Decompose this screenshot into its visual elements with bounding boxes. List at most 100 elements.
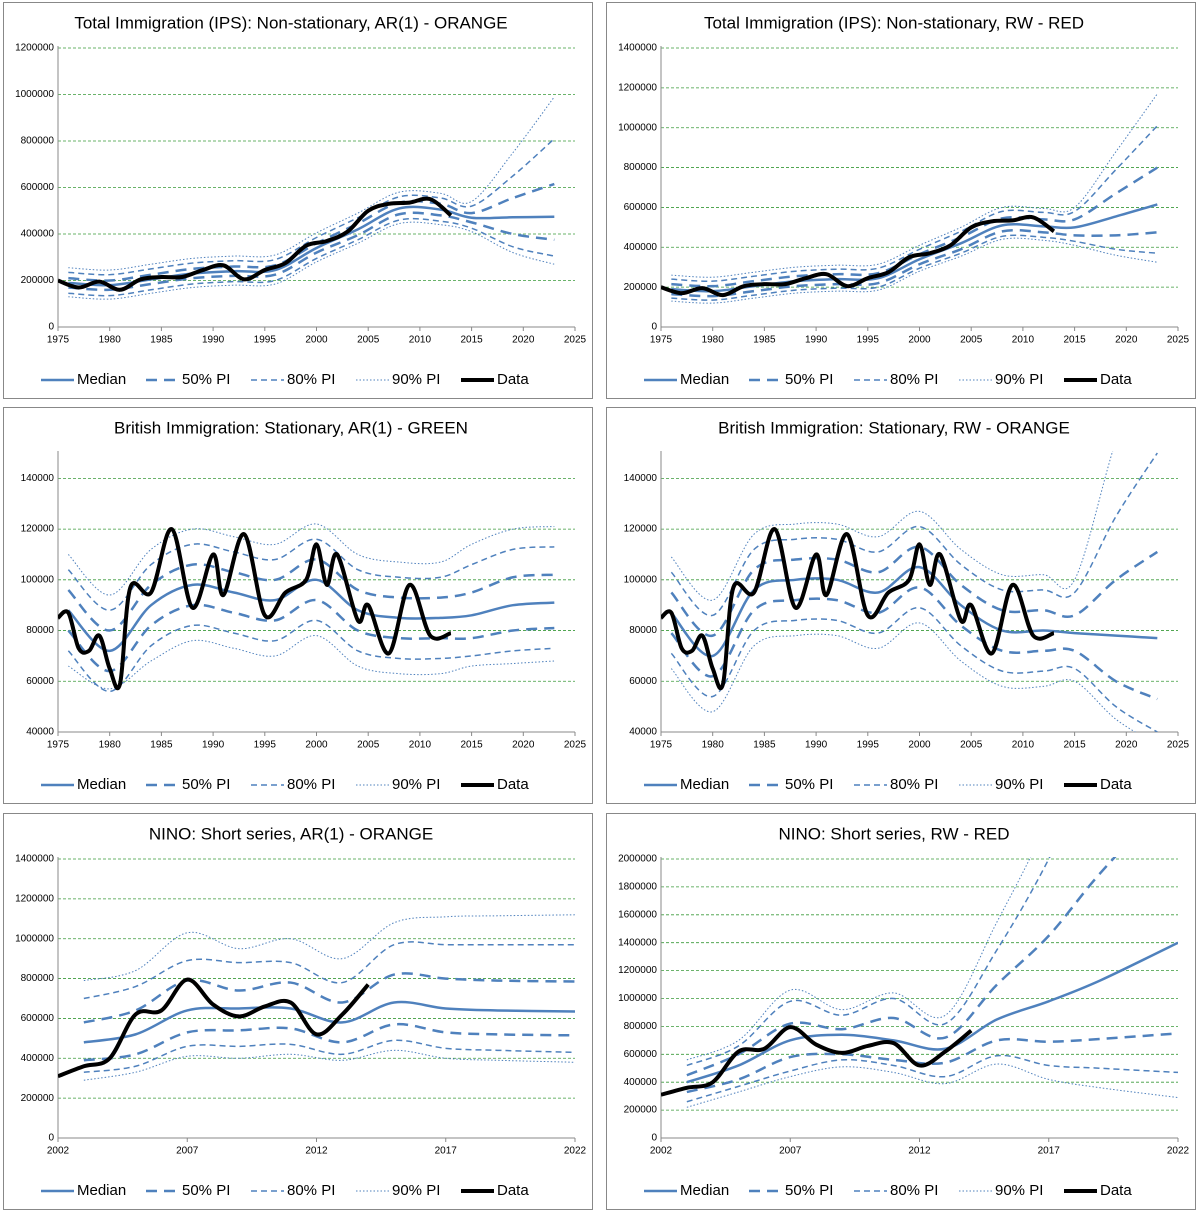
series-line <box>670 622 1137 732</box>
x-tick-label: 2020 <box>512 740 535 751</box>
y-tick-label: 100000 <box>624 574 658 585</box>
series-line <box>686 1032 1178 1094</box>
x-tick-label: 1985 <box>150 335 173 346</box>
legend-label: 90% PI <box>995 1182 1043 1199</box>
series-line <box>83 1022 575 1062</box>
legend-label: 50% PI <box>182 776 230 793</box>
x-tick-label: 2022 <box>564 1146 587 1157</box>
x-tick-label: 2020 <box>1115 740 1138 751</box>
legend-label: 90% PI <box>392 776 440 793</box>
x-tick-label: 2007 <box>779 1146 802 1157</box>
panel-border <box>606 2 1196 399</box>
x-tick-label: 2000 <box>908 335 931 346</box>
y-tick-label: 400000 <box>21 229 55 240</box>
legend-label: 80% PI <box>890 776 938 793</box>
series-line <box>83 1039 575 1073</box>
panel-border <box>606 407 1196 804</box>
series-line <box>83 972 575 1024</box>
x-tick-label: 2005 <box>357 740 380 751</box>
y-tick-label: 200000 <box>21 275 55 286</box>
legend-label: Data <box>497 776 529 793</box>
x-tick-label: 2000 <box>305 740 328 751</box>
y-tick-label: 600000 <box>21 1013 55 1024</box>
y-tick-label: 1000000 <box>618 993 657 1004</box>
x-tick-label: 1990 <box>202 740 225 751</box>
x-tick-label: 2002 <box>650 1146 673 1157</box>
y-tick-label: 2000000 <box>618 854 657 865</box>
x-tick-label: 1995 <box>254 335 277 346</box>
x-tick-label: 2012 <box>908 1146 931 1157</box>
x-tick-label: 2017 <box>435 1146 458 1157</box>
plot-area <box>58 523 555 693</box>
chart-title: NINO: Short series, RW - RED <box>778 824 1009 843</box>
y-tick-label: 40000 <box>629 727 657 738</box>
y-tick-label: 80000 <box>629 625 657 636</box>
y-tick-label: 400000 <box>21 1053 55 1064</box>
legend-label: 90% PI <box>392 1182 440 1199</box>
y-tick-label: 1000000 <box>15 933 54 944</box>
panel-border <box>606 813 1196 1210</box>
plot-area <box>661 451 1159 732</box>
x-tick-label: 1980 <box>702 335 725 346</box>
legend-label: Data <box>497 1182 529 1199</box>
x-tick-label: 1980 <box>702 740 725 751</box>
legend-label: 50% PI <box>785 1182 833 1199</box>
x-tick-label: 2000 <box>908 740 931 751</box>
x-tick-label: 2015 <box>1063 335 1086 346</box>
x-tick-label: 2010 <box>1012 740 1035 751</box>
y-tick-label: 120000 <box>21 524 55 535</box>
series-line <box>67 619 555 693</box>
chart-title: British Immigration: Stationary, AR(1) -… <box>114 418 468 437</box>
y-tick-label: 200000 <box>624 1105 658 1116</box>
series-line <box>670 565 1158 658</box>
series-line <box>671 93 1158 278</box>
y-tick-label: 0 <box>48 1133 54 1144</box>
plot-area <box>58 96 555 300</box>
y-tick-label: 40000 <box>26 727 54 738</box>
series-line <box>58 977 370 1079</box>
y-tick-label: 800000 <box>21 973 55 984</box>
panel-border <box>3 407 593 804</box>
y-tick-label: 60000 <box>26 676 54 687</box>
plot-area <box>661 93 1158 304</box>
legend-label: 50% PI <box>785 371 833 388</box>
x-tick-label: 2010 <box>1012 335 1035 346</box>
series-line <box>67 538 555 612</box>
y-tick-label: 1000000 <box>618 122 657 133</box>
series-line <box>686 857 1032 1061</box>
chart-panel: Total Immigration (IPS): Non-stationary,… <box>606 2 1196 399</box>
y-tick-label: 1400000 <box>618 43 657 54</box>
x-tick-label: 2020 <box>1115 335 1138 346</box>
x-tick-label: 1985 <box>150 740 173 751</box>
legend-label: 50% PI <box>785 776 833 793</box>
x-tick-label: 1975 <box>47 740 70 751</box>
x-tick-label: 2005 <box>357 335 380 346</box>
x-tick-label: 2015 <box>460 740 483 751</box>
x-tick-label: 2010 <box>409 335 432 346</box>
legend-label: 80% PI <box>890 371 938 388</box>
series-line <box>686 941 1178 1084</box>
x-tick-label: 2000 <box>305 335 328 346</box>
legend-label: Median <box>77 371 126 388</box>
chart-panel: Total Immigration (IPS): Non-stationary,… <box>3 2 593 399</box>
chart-panel: British Immigration: Stationary, AR(1) -… <box>3 407 593 804</box>
legend-label: 90% PI <box>392 371 440 388</box>
series-line <box>686 857 1117 1077</box>
x-tick-label: 2005 <box>960 335 983 346</box>
plot-area <box>58 914 575 1081</box>
legend-label: 80% PI <box>287 1182 335 1199</box>
plot-area <box>661 857 1178 1108</box>
x-tick-label: 1990 <box>202 335 225 346</box>
y-tick-label: 400000 <box>624 1077 658 1088</box>
y-tick-label: 1200000 <box>15 43 54 54</box>
series-line <box>68 138 555 276</box>
y-tick-label: 600000 <box>624 202 658 213</box>
legend-label: Data <box>1100 371 1132 388</box>
series-line <box>670 606 1158 732</box>
y-tick-label: 1200000 <box>15 893 54 904</box>
y-tick-label: 1200000 <box>618 82 657 93</box>
series-line <box>686 1063 1178 1108</box>
series-line <box>671 125 1158 282</box>
series-line <box>83 1000 575 1044</box>
x-tick-label: 2007 <box>176 1146 199 1157</box>
